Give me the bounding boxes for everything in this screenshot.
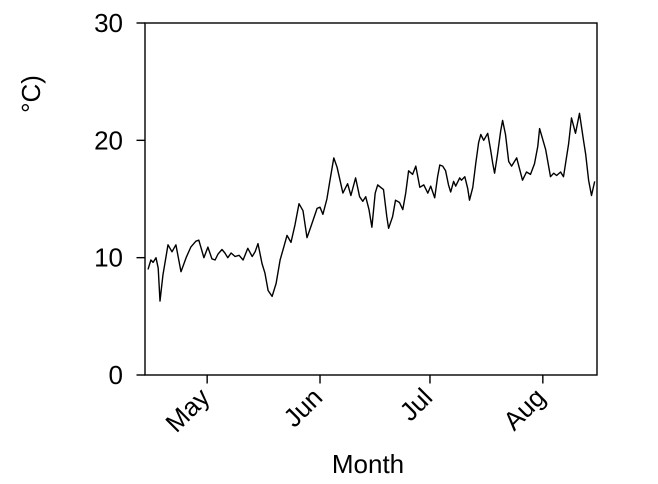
y-axis-tick-label: 30: [94, 8, 123, 38]
y-axis-tick-label: 10: [94, 243, 123, 273]
temperature-series-line: [147, 112, 596, 302]
x-axis-tick-label: Aug: [497, 382, 551, 436]
x-axis-tick-label: Jul: [393, 382, 438, 427]
y-axis-title: °C): [16, 75, 46, 113]
y-axis-tick-label: 20: [94, 125, 123, 155]
x-axis-title: Month: [332, 449, 404, 479]
y-axis-tick-label: 0: [109, 360, 123, 390]
x-axis-tick-label: May: [159, 382, 215, 438]
plot-box: [144, 22, 598, 376]
x-axis-tick-label: Jun: [277, 382, 328, 433]
